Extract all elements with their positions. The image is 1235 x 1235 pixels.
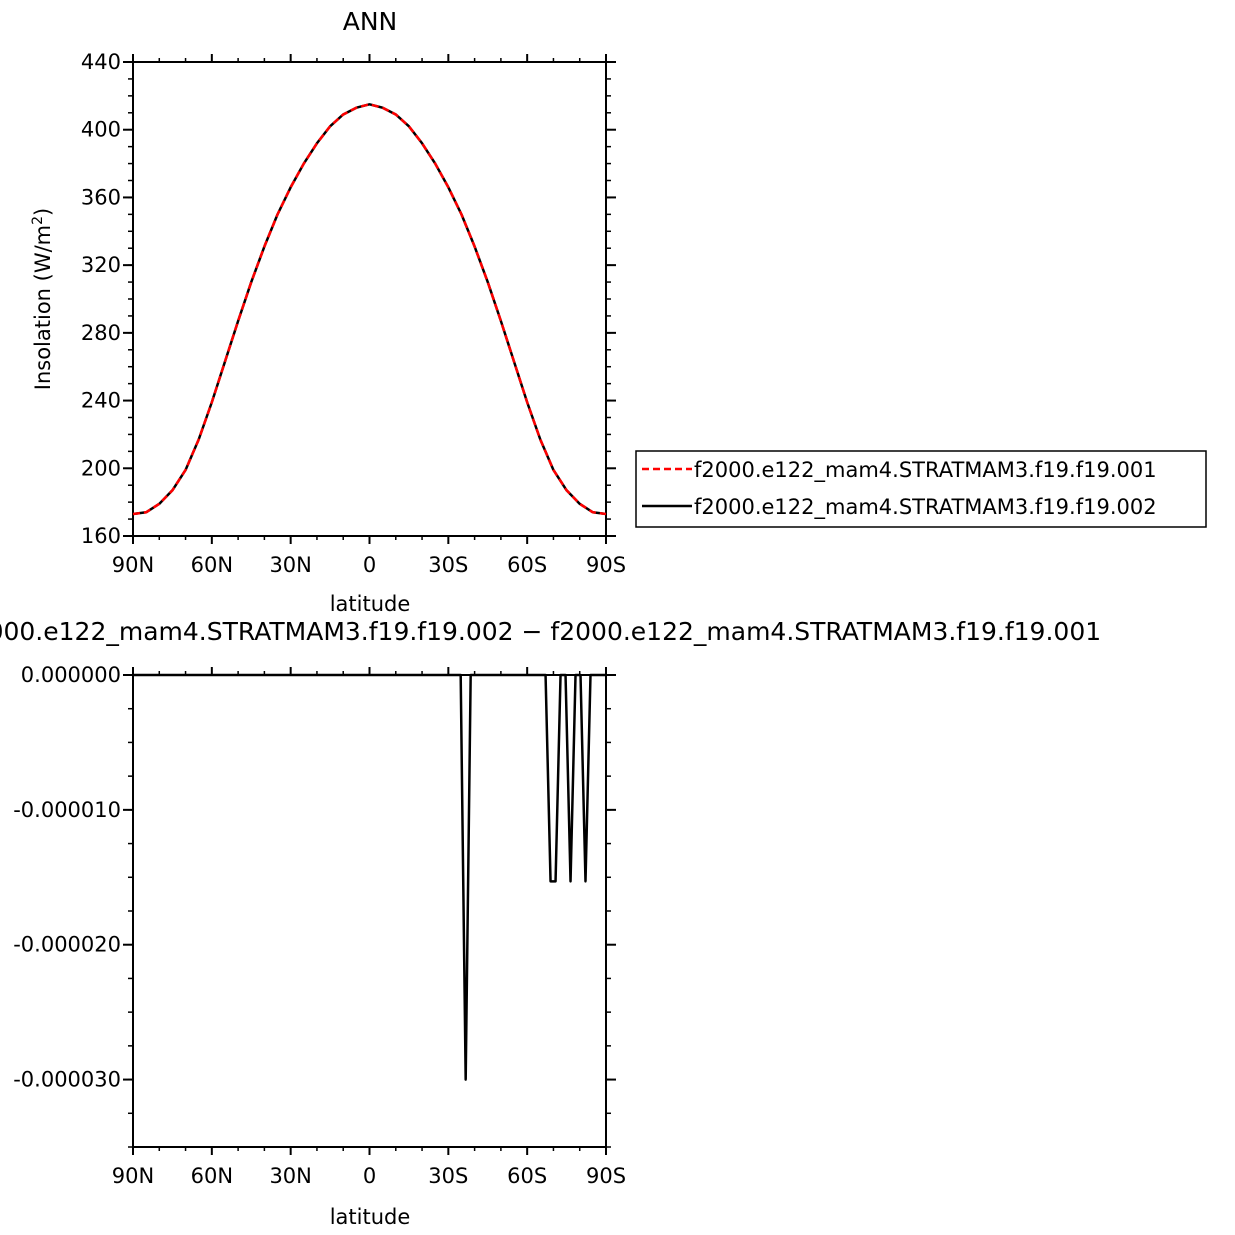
x-tick-label: 90S [586,1164,626,1188]
difference-panel: f2000.e122_mam4.STRATMAM3.f19.f19.002 − … [0,617,1101,1229]
y-axis-title-close: ) [31,208,55,216]
x-axis-title: latitude [330,592,411,616]
series-lines [132,103,607,516]
x-tick-label: 90N [112,1164,154,1188]
x-tick-label: 30N [269,1164,311,1188]
y-tick-label: 320 [81,253,121,277]
x-tick-label: 30S [428,553,468,577]
y-axis-title-sup: 2 [30,216,46,225]
y-tick-label: -0.000030 [13,1068,121,1092]
y-tick-label: 160 [81,524,121,548]
panel-title: ANN [343,7,398,36]
y-axis-title-main: Insolation (W/m [31,225,55,390]
tick-marks-difference: 90N 60N 30N 0 30S 60S 90S 0.000000 -0.000010 -0.0… [13,663,626,1188]
x-tick-label: 90S [586,553,626,577]
y-tick-label: 440 [81,50,121,74]
legend-box [635,450,1207,528]
x-tick-label: 90N [112,553,154,577]
panel-title-difference: f2000.e122_mam4.STRATMAM3.f19.f19.002 − … [0,617,1101,646]
y-tick-label: -0.000020 [13,933,121,957]
x-tick-label: 0 [363,553,376,577]
series-line-0-0 [132,103,607,516]
series-line-1-0 [133,673,606,1081]
x-tick-label: 60S [507,1164,547,1188]
y-tick-label: 0.000000 [21,663,121,687]
series-lines-difference [133,673,606,1081]
y-axis-title: Insolation (W/m2) [30,208,55,391]
legend: f2000.e122_mam4.STRATMAM3.f19.f19.001 f2… [635,450,1207,528]
legend-label-001: f2000.e122_mam4.STRATMAM3.f19.f19.001 [694,458,1157,483]
insolation-panel: ANN 90N 60N 30N 0 30S 60S 90S 440 400 360 320 280 24… [30,7,1207,616]
series-line-0-1 [132,103,607,516]
x-tick-label: 0 [363,1164,376,1188]
y-tick-label: 240 [81,389,121,413]
x-tick-label: 60N [191,553,233,577]
plot-frame [132,61,607,537]
y-tick-label: -0.000010 [13,798,121,822]
x-tick-label: 60S [507,553,547,577]
legend-label-002: f2000.e122_mam4.STRATMAM3.f19.f19.002 [694,495,1157,520]
x-axis-title-difference: latitude [330,1205,411,1229]
x-tick-label: 60N [191,1164,233,1188]
y-tick-label: 400 [81,118,121,142]
x-tick-label: 30N [269,553,311,577]
y-tick-label: 360 [81,185,121,209]
y-tick-label: 280 [81,321,121,345]
y-tick-label: 200 [81,456,121,480]
tick-marks: 90N 60N 30N 0 30S 60S 90S 440 400 360 320 280 240 200… [81,50,626,577]
plot-frame-difference [132,674,607,1148]
x-tick-label: 30S [428,1164,468,1188]
